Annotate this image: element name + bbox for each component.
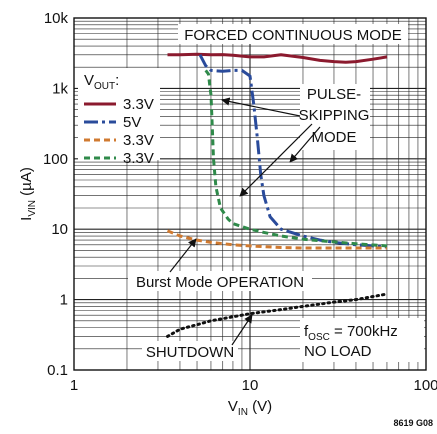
pulse-label-line3: MODE: [312, 129, 357, 146]
x-tick-label: 100: [413, 377, 437, 394]
fosc-sub: OSC: [308, 332, 330, 343]
legend-title-main: V: [84, 72, 94, 89]
plot-frame: [73, 17, 427, 371]
pulse-label-line1: PULSE-: [307, 86, 361, 103]
noload-label: NO LOAD: [304, 343, 372, 360]
burst-label-box: [128, 271, 312, 291]
x-axis-label-main: V: [228, 398, 238, 415]
shutdown-label: SHUTDOWN: [146, 344, 234, 361]
legend-title-sub: OUT: [94, 81, 115, 92]
fosc-main: f: [304, 323, 309, 340]
y-axis-label: IVIN (µA): [18, 167, 38, 221]
pulse-arrow-3: [289, 126, 321, 163]
y-axis-label-sub: VIN: [27, 200, 38, 217]
forced-mode-label-box: [178, 24, 408, 44]
series-line-1: [167, 52, 388, 64]
x-tick-labels: 1 10 100: [70, 377, 437, 394]
fosc-value: = 700kHz: [330, 323, 398, 340]
pulse-arrow-1: [221, 97, 301, 117]
y-tick-label: 1: [60, 292, 68, 309]
x-axis-label: VIN (V): [228, 398, 272, 418]
x-tick-label: 10: [242, 377, 259, 394]
legend-label-4: 3.3V: [123, 150, 154, 167]
series-line-4: [204, 69, 388, 248]
shutdown-arrow: [231, 314, 253, 346]
series-line-5: [166, 292, 389, 338]
y-axis-label-main: I: [18, 217, 35, 221]
legend-title: VOUT:: [84, 72, 119, 92]
y-tick-label: 10k: [44, 10, 69, 27]
legend-label-3: 3.3V: [123, 132, 154, 149]
shutdown-label-box: [142, 341, 238, 361]
pulse-label-line2: SKIPPING: [299, 107, 370, 124]
legend-box: [78, 68, 160, 160]
forced-mode-label: FORCED CONTINUOUS MODE: [184, 27, 402, 44]
y-axis-label-unit: (µA): [18, 167, 35, 200]
pulse-label-box: [300, 84, 370, 150]
y-tick-labels: 0.1 1 10 100 1k 10k: [43, 10, 69, 379]
legend: VOUT: 3.3V 5V 3.3V 3.3V: [78, 68, 160, 167]
x-tick-label: 1: [70, 377, 78, 394]
x-axis-label-unit: (V): [248, 398, 272, 415]
pulse-arrow-2: [239, 123, 313, 197]
y-tick-label: 1k: [52, 80, 68, 97]
series-line-2: [198, 54, 388, 249]
legend-title-suffix: :: [115, 72, 119, 89]
burst-arrow: [169, 238, 197, 273]
burst-label: Burst Mode OPERATION: [136, 274, 304, 291]
y-tick-label: 100: [43, 151, 68, 168]
y-tick-label: 0.1: [47, 362, 68, 379]
figure-code: 8619 G08: [393, 418, 433, 428]
fosc-label: fOSC = 700kHz: [304, 323, 398, 343]
y-tick-label: 10: [51, 221, 68, 238]
legend-label-1: 3.3V: [123, 96, 154, 113]
legend-label-2: 5V: [123, 114, 141, 131]
x-axis-label-sub: IN: [238, 407, 248, 418]
conditions-box: [300, 318, 424, 362]
